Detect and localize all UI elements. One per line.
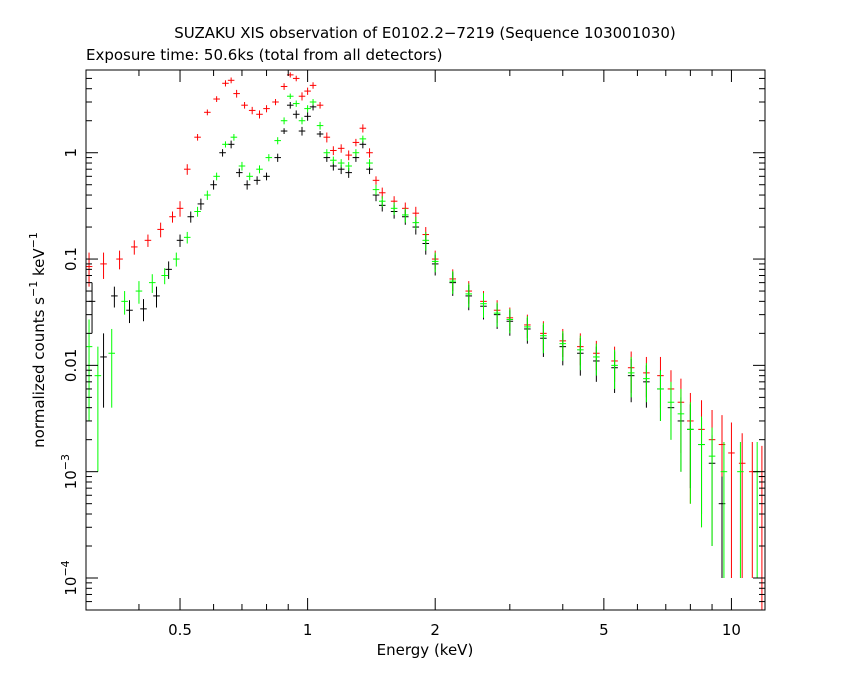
x-tick-label: 5	[599, 621, 609, 639]
y-tick-label-exponent: −3	[59, 454, 72, 470]
chart-title: SUZAKU XIS observation of E0102.2−7219 (…	[174, 24, 675, 42]
y-axis-label-mid: keV	[30, 248, 48, 281]
y-tick-label-exponent: −4	[59, 560, 72, 576]
y-axis-label: normalized counts s−1 keV−1	[27, 232, 48, 448]
y-tick-label-base: 1	[62, 148, 80, 158]
y-tick-label-base: 0.01	[62, 349, 80, 382]
y-tick-label-base: 10	[62, 577, 80, 596]
y-axis-label-sup2: −1	[27, 232, 40, 248]
x-tick-label: 0.5	[168, 621, 192, 639]
y-tick-label: 0.01	[62, 349, 80, 382]
y-tick-label: 10−3	[59, 454, 80, 489]
y-tick-label-base: 0.1	[62, 247, 80, 271]
y-tick-label: 1	[62, 148, 80, 158]
x-tick-label: 1	[303, 621, 313, 639]
x-axis-label: Energy (keV)	[377, 641, 474, 659]
y-tick-label: 10−4	[59, 560, 80, 595]
chart-subtitle: Exposure time: 50.6ks (total from all de…	[86, 46, 442, 64]
x-tick-label: 2	[430, 621, 440, 639]
plot-marks	[85, 72, 766, 610]
y-axis-label-main: normalized counts s	[30, 297, 48, 448]
y-axis-label-sup1: −1	[27, 281, 40, 297]
series-2	[85, 93, 761, 578]
x-tick-label: 10	[722, 621, 741, 639]
y-tick-label: 0.1	[62, 247, 80, 271]
plot-frame	[85, 69, 766, 611]
y-tick-label-base: 10	[62, 470, 80, 489]
